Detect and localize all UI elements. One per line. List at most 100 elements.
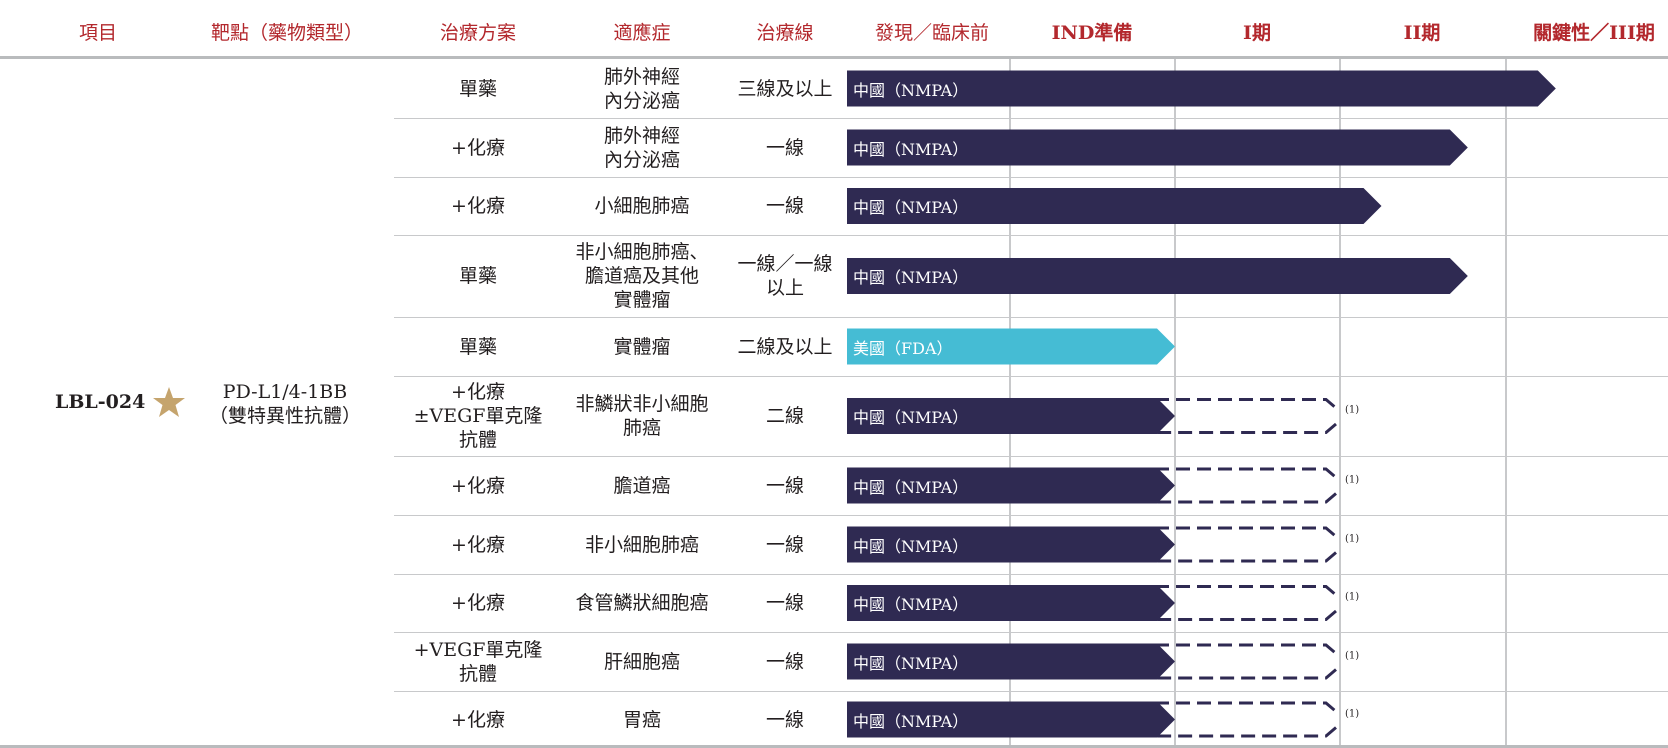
regimen-cell-line: 單藥 <box>458 265 498 287</box>
treatment-line-cell-line: 二線 <box>765 405 805 427</box>
footnote-marker: (1) <box>1345 533 1360 544</box>
header-col-8: II期 <box>1403 22 1441 44</box>
target-drug-type: PD-L1/4-1BB （雙特異性抗體） <box>209 380 361 428</box>
treatment-line-cell-line: 一線 <box>765 195 805 217</box>
regimen-cell-line: +VEGF單克隆 <box>413 638 543 661</box>
drug-type: （雙特異性抗體） <box>208 405 362 427</box>
regimen-cell: +化療 ±VEGF單克隆 抗體 <box>414 380 543 452</box>
header-col-1: 靶點（藥物類型） <box>210 22 364 44</box>
regimen-cell-line: 單藥 <box>458 335 498 358</box>
progress-bar <box>847 328 1175 365</box>
target-name: PD-L1/4-1BB <box>222 381 348 403</box>
progress-bar <box>847 398 1175 434</box>
indication-cell-line: 非小細胞肺癌 <box>584 533 700 556</box>
header-col-4: 治療線 <box>756 22 814 44</box>
footnote-marker: (1) <box>1345 650 1360 661</box>
row-divider <box>394 574 1668 575</box>
progress-bar <box>847 701 1175 738</box>
regimen-cell-line: +化療 <box>451 136 505 159</box>
regimen-cell: +化療 <box>451 474 505 498</box>
table-header: 項目 靶點（藥物類型） 治療方案 適應症 治療線 發現／臨床前 IND準備 I期 II期 關鍵性／… <box>0 0 1668 56</box>
bar-region-label: 中國（NMPA） <box>853 477 969 497</box>
star-icon <box>153 387 185 417</box>
header-col-3: 適應症 <box>613 22 671 44</box>
indication-cell: 膽道癌 <box>613 474 670 498</box>
row-divider <box>394 376 1668 377</box>
bar-region-label: 中國（NMPA） <box>853 536 969 556</box>
row-divider <box>394 317 1668 318</box>
regimen-cell-line: +化療 <box>451 195 505 217</box>
row-divider <box>394 118 1668 119</box>
planned-progress-outline <box>1155 526 1337 563</box>
indication-cell-line: 胃癌 <box>622 708 662 731</box>
progress-bar <box>847 129 1468 166</box>
regimen-cell-line: +化療 <box>451 381 505 403</box>
row-divider <box>394 177 1668 178</box>
regimen-cell: 單藥 <box>459 335 497 359</box>
treatment-line-cell: 一線 <box>766 650 804 674</box>
indication-cell: 非鱗狀非小細胞 肺癌 <box>575 392 708 440</box>
footnote-marker: (1) <box>1345 708 1360 719</box>
footnote-marker: (1) <box>1345 404 1360 416</box>
bar-region-label: 中國（NMPA） <box>853 408 969 427</box>
treatment-line-cell-line: 一線 <box>765 474 805 497</box>
indication-cell-line: 內分泌癌 <box>603 148 681 171</box>
row-divider <box>394 235 1668 236</box>
indication-cell: 食管鱗狀細胞癌 <box>575 591 708 615</box>
regimen-cell: +化療 <box>451 533 505 557</box>
regimen-cell-line: +化療 <box>451 708 505 731</box>
treatment-line-cell-line: 一線 <box>765 592 805 614</box>
treatment-line-cell-line: 一線 <box>765 136 805 159</box>
indication-cell: 胃癌 <box>623 708 661 732</box>
bar-region-label: 中國（NMPA） <box>853 198 969 217</box>
row-divider <box>394 632 1668 633</box>
header-col-9: 關鍵性／III期 <box>1533 22 1655 44</box>
planned-progress-outline <box>1155 585 1337 621</box>
indication-cell-line: 肺外神經 <box>603 65 681 88</box>
treatment-line-cell: 二線 <box>766 404 804 428</box>
footnote-marker: (1) <box>1345 474 1360 485</box>
header-divider <box>0 56 1668 59</box>
header-col-5: 發現／臨床前 <box>874 22 990 44</box>
indication-cell-line: 非小細胞肺癌、 <box>575 241 709 263</box>
regimen-cell-line: ±VEGF單克隆 <box>413 405 543 427</box>
bar-region-label: 中國（NMPA） <box>853 595 969 614</box>
indication-cell-line: 肺外神經 <box>603 124 681 147</box>
treatment-line-cell-line: 一線／一線 <box>737 253 833 275</box>
regimen-cell: +化療 <box>451 591 505 615</box>
treatment-line-cell: 一線 <box>766 591 804 615</box>
regimen-cell: +化療 <box>451 194 505 218</box>
indication-cell: 肺外神經 內分泌癌 <box>604 65 680 113</box>
indication-cell-line: 膽道癌及其他 <box>584 265 700 287</box>
regimen-cell: 單藥 <box>459 264 497 288</box>
treatment-line-cell: 一線／一線 以上 <box>737 252 832 300</box>
treatment-line-cell: 一線 <box>766 708 804 732</box>
progress-bar <box>847 188 1382 224</box>
indication-cell-line: 肝細胞癌 <box>603 650 681 673</box>
regimen-cell: +VEGF單克隆 抗體 <box>414 638 543 686</box>
regimen-cell-line: 單藥 <box>458 77 498 100</box>
treatment-line-cell-line: 三線及以上 <box>737 77 833 100</box>
bar-region-label: 中國（NMPA） <box>853 268 969 287</box>
bar-region-label: 中國（NMPA） <box>853 653 969 673</box>
planned-progress-outline <box>1155 643 1337 680</box>
indication-cell: 肝細胞癌 <box>604 650 680 674</box>
regimen-cell-line: 抗體 <box>458 662 497 685</box>
indication-cell: 小細胞肺癌 <box>594 194 689 218</box>
progress-bar <box>847 526 1175 563</box>
progress-bar <box>847 258 1468 294</box>
project-name: LBL-024 <box>55 391 146 413</box>
indication-cell-line: 內分泌癌 <box>603 89 681 112</box>
row-divider <box>394 515 1668 516</box>
indication-cell-line: 實體瘤 <box>613 335 671 358</box>
indication-cell-line: 小細胞肺癌 <box>594 195 690 217</box>
planned-progress-outline <box>1155 701 1337 738</box>
planned-progress-outline <box>1155 467 1337 504</box>
indication-cell: 非小細胞肺癌 <box>585 533 699 557</box>
regimen-cell: 單藥 <box>459 77 497 101</box>
footnote-marker: (1) <box>1345 591 1360 603</box>
regimen-cell-line: 抗體 <box>458 429 497 451</box>
regimen-cell: +化療 <box>451 136 505 160</box>
progress-bar <box>847 643 1175 680</box>
